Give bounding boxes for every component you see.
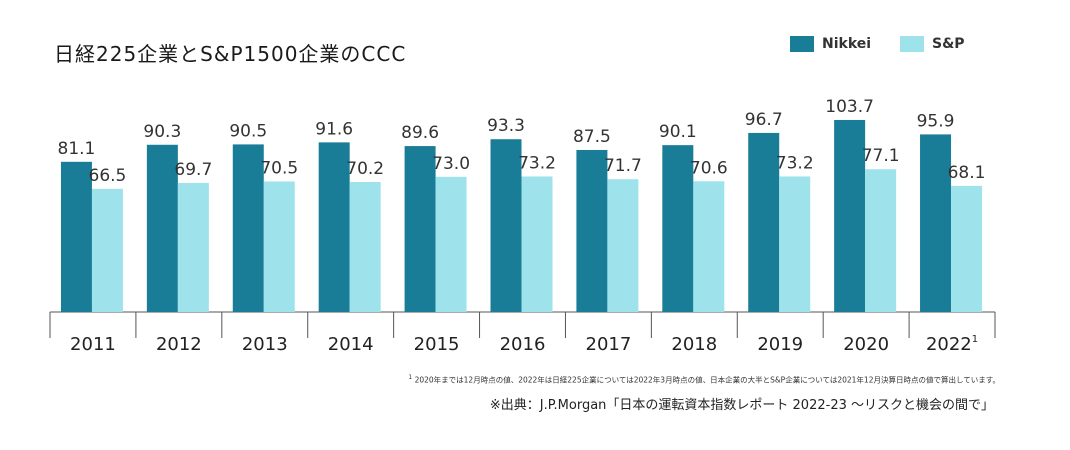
bar-sp-2014: [349, 182, 381, 312]
x-tick-label-2012: 2012: [156, 334, 202, 355]
x-tick-label-2016: 2016: [500, 334, 546, 355]
x-tick-label-2014: 2014: [328, 334, 374, 355]
value-label-nikkei-2017: 87.5: [573, 127, 611, 147]
bar-sp-2015: [435, 176, 467, 312]
bar-sp-2020: [865, 169, 897, 312]
bar-sp-2012: [177, 182, 209, 312]
bar-nikkei-2019: [748, 132, 780, 312]
bar-nikkei-2022: [920, 134, 952, 312]
bar-sp-2011: [91, 188, 123, 312]
x-tick-label-2013: 2013: [242, 334, 288, 355]
x-tick-label-2017: 2017: [586, 334, 632, 355]
footnote: 1 2020年までは12月時点の値、2022年は日経225企業については2022…: [280, 374, 1000, 386]
value-label-sp-2014: 70.2: [346, 159, 384, 179]
bar-nikkei-2013: [232, 144, 264, 312]
value-label-sp-2015: 73.0: [432, 154, 470, 174]
value-label-sp-2011: 66.5: [89, 166, 127, 186]
value-label-sp-2018: 70.6: [690, 158, 728, 178]
value-label-sp-2017: 71.7: [604, 156, 642, 176]
bar-nikkei-2015: [404, 146, 436, 312]
bar-nikkei-2016: [490, 139, 522, 312]
bar-sp-2017: [607, 179, 639, 312]
x-tick-label-2019: 2019: [757, 334, 803, 355]
bar-nikkei-2018: [662, 145, 694, 312]
bar-nikkei-2020: [834, 119, 866, 313]
x-tick-label-2020: 2020: [843, 334, 889, 355]
footnote-mark: 1: [408, 374, 413, 381]
value-label-nikkei-2019: 96.7: [745, 110, 783, 130]
value-label-nikkei-2020: 103.7: [825, 97, 874, 117]
value-label-nikkei-2012: 90.3: [143, 122, 181, 142]
bar-sp-2013: [263, 181, 295, 312]
legend-item-sp: S&P: [900, 36, 965, 52]
value-label-sp-2013: 70.5: [260, 158, 298, 178]
legend-label-nikkei: Nikkei: [822, 36, 872, 52]
legend-item-nikkei: Nikkei: [790, 36, 871, 52]
legend-swatch-sp: [900, 36, 924, 52]
bar-nikkei-2014: [318, 142, 350, 312]
x-tick-label-2011: 2011: [70, 334, 116, 355]
value-label-nikkei-2011: 81.1: [58, 139, 96, 159]
value-label-nikkei-2016: 93.3: [487, 116, 525, 136]
value-label-sp-2019: 73.2: [776, 153, 814, 173]
x-tick-label-2018: 2018: [671, 334, 717, 355]
value-label-sp-2020: 77.1: [862, 146, 900, 166]
legend-swatch-nikkei: [790, 36, 814, 52]
bar-sp-2016: [521, 176, 553, 312]
bar-sp-2018: [693, 181, 725, 312]
value-label-nikkei-2013: 90.5: [229, 121, 267, 141]
value-label-nikkei-2018: 90.1: [659, 122, 697, 142]
value-label-sp-2022: 68.1: [948, 163, 986, 183]
footnote-text: 2020年までは12月時点の値、2022年は日経225企業については2022年3…: [414, 375, 1000, 385]
value-label-nikkei-2014: 91.6: [315, 119, 353, 139]
legend-label-sp: S&P: [932, 36, 965, 52]
bar-nikkei-2012: [146, 144, 178, 312]
value-label-sp-2016: 73.2: [518, 153, 556, 173]
x-tick-label-2015: 2015: [414, 334, 460, 355]
bar-sp-2022: [951, 185, 983, 312]
x-tick-superscript: 1: [972, 334, 978, 345]
bar-chart: 81.1 66.5 2011 90.3 69.7 2012 90.5 70.5 2013 91.6…: [49, 97, 996, 355]
bar-nikkei-2017: [576, 149, 608, 312]
value-label-sp-2012: 69.7: [174, 160, 212, 180]
value-label-nikkei-2015: 89.6: [401, 123, 439, 143]
value-label-nikkei-2022: 95.9: [917, 111, 955, 131]
chart-title: 日経225企業とS&P1500企業のCCC: [54, 42, 407, 66]
x-tick-label-2022: 20221: [926, 334, 978, 355]
source-citation: ※出典：J.P.Morgan「日本の運転資本指数レポート 2022-23 ～リス…: [489, 398, 994, 413]
bar-sp-2019: [779, 176, 811, 312]
bar-nikkei-2011: [60, 161, 92, 312]
